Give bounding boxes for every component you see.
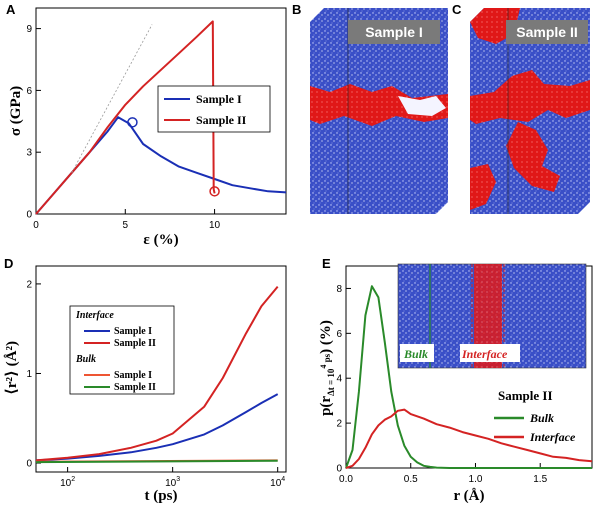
legend-label-sample-ii: Sample II — [196, 113, 247, 127]
series-line-0 — [35, 393, 279, 462]
legend-label-bulk: Bulk — [529, 411, 554, 425]
panel-letter-d: D — [4, 256, 13, 271]
y-tick-label: 8 — [336, 284, 342, 295]
series-line-3 — [35, 459, 278, 464]
y-tick-label: 6 — [336, 329, 342, 340]
series-line-2 — [71, 24, 153, 173]
plot-frame — [35, 7, 287, 215]
series-line-0 — [345, 285, 592, 469]
displacement-distribution-chart: 0.0 0.5 1.0 1.5 0 2 4 6 8 Bulk Interface Sample … — [318, 263, 593, 504]
plot-frame — [35, 265, 287, 473]
sample-i-snapshot: Sample I — [310, 8, 448, 214]
y-axis-label: ⟨r²⟩ (Å²) — [4, 341, 20, 395]
inset-interface-label-bg — [460, 344, 520, 362]
legend-group-bulk: Bulk — [75, 354, 96, 365]
legend-group-interface: Interface — [75, 310, 114, 321]
y-tick-label: 2 — [336, 419, 342, 430]
x-tick-label: 104 — [270, 476, 285, 489]
y-tick-label: 4 — [336, 374, 342, 385]
legend-label-interface-sample-ii: Sample II — [114, 338, 156, 349]
y-tick-label: 3 — [26, 148, 32, 159]
panel-letter-b: B — [292, 2, 301, 17]
sample-tag-box — [506, 20, 588, 44]
y-tick-label: 0 — [26, 459, 32, 470]
y-tick-label: 9 — [26, 24, 32, 35]
sample-tag: Sample II — [516, 24, 577, 40]
inset-bulk-label: Bulk — [403, 347, 428, 361]
legend: Sample II Bulk Interface — [494, 388, 576, 444]
legend-label-interface: Interface — [529, 430, 576, 444]
x-tick-label: 5 — [123, 220, 129, 231]
interface-region — [310, 84, 448, 126]
sample-tag: Sample I — [365, 24, 423, 40]
x-tick-label: 0.5 — [404, 474, 418, 485]
stress-strain-chart: 0 5 10 0 3 6 9 Sample I Sample II ε (%) σ (GPa… — [8, 7, 287, 248]
y-axis-label: p(rΔt = 104 ps) (%) — [318, 320, 336, 416]
legend-label-sample-i: Sample I — [196, 92, 242, 106]
x-tick-label: 103 — [165, 476, 180, 489]
x-tick-label: 0 — [33, 220, 39, 231]
x-tick-label: 102 — [60, 476, 75, 489]
y-tick-label: 1 — [26, 369, 32, 380]
inset-bulk-label-bg — [400, 344, 434, 362]
x-tick-label: 10 — [209, 220, 221, 231]
legend-label-interface-sample-i: Sample I — [114, 326, 152, 337]
y-tick-label: 0 — [26, 210, 32, 221]
panel-letter-c: C — [452, 2, 462, 17]
y-tick-label: 0 — [336, 464, 342, 475]
legend: Sample I Sample II — [157, 85, 271, 133]
point-marker-0 — [127, 117, 138, 128]
x-tick-label: 1.0 — [469, 474, 483, 485]
interface-region-branch — [506, 122, 560, 192]
sample-tag-box — [348, 20, 440, 44]
legend-label-bulk-sample-i: Sample I — [114, 370, 152, 381]
legend-box — [69, 305, 175, 395]
legend-title: Sample II — [498, 388, 553, 403]
msd-chart: 102 103 104 0 1 2 Interface Sample I Sample I… — [4, 265, 287, 504]
inset-interface-label: Interface — [461, 347, 508, 361]
point-marker-1 — [209, 186, 220, 197]
x-axis-label: r (Å) — [454, 488, 485, 504]
y-tick-label: 6 — [26, 86, 32, 97]
interface-region-corner — [470, 164, 496, 210]
panel-letter-a: A — [6, 2, 16, 17]
inset-snapshot: Bulk Interface — [397, 263, 587, 369]
y-axis-label: σ (GPa) — [8, 86, 24, 136]
interface-region-mid — [470, 70, 590, 124]
legend: Interface Sample I Sample II Bulk Sample… — [69, 305, 175, 395]
legend-label-bulk-sample-ii: Sample II — [114, 382, 156, 393]
panel-letter-e: E — [322, 256, 331, 271]
y-tick-label: 2 — [26, 279, 32, 290]
void-region — [398, 96, 446, 116]
legend-box — [157, 85, 271, 133]
x-axis-label: ε (%) — [143, 232, 178, 248]
series-line-1 — [35, 285, 279, 462]
x-axis-label: t (ps) — [145, 488, 178, 504]
x-tick-label: 1.5 — [533, 474, 547, 485]
series-line-1 — [345, 408, 593, 469]
x-tick-label: 0.0 — [339, 474, 353, 485]
sample-ii-snapshot: Sample II — [470, 8, 590, 214]
